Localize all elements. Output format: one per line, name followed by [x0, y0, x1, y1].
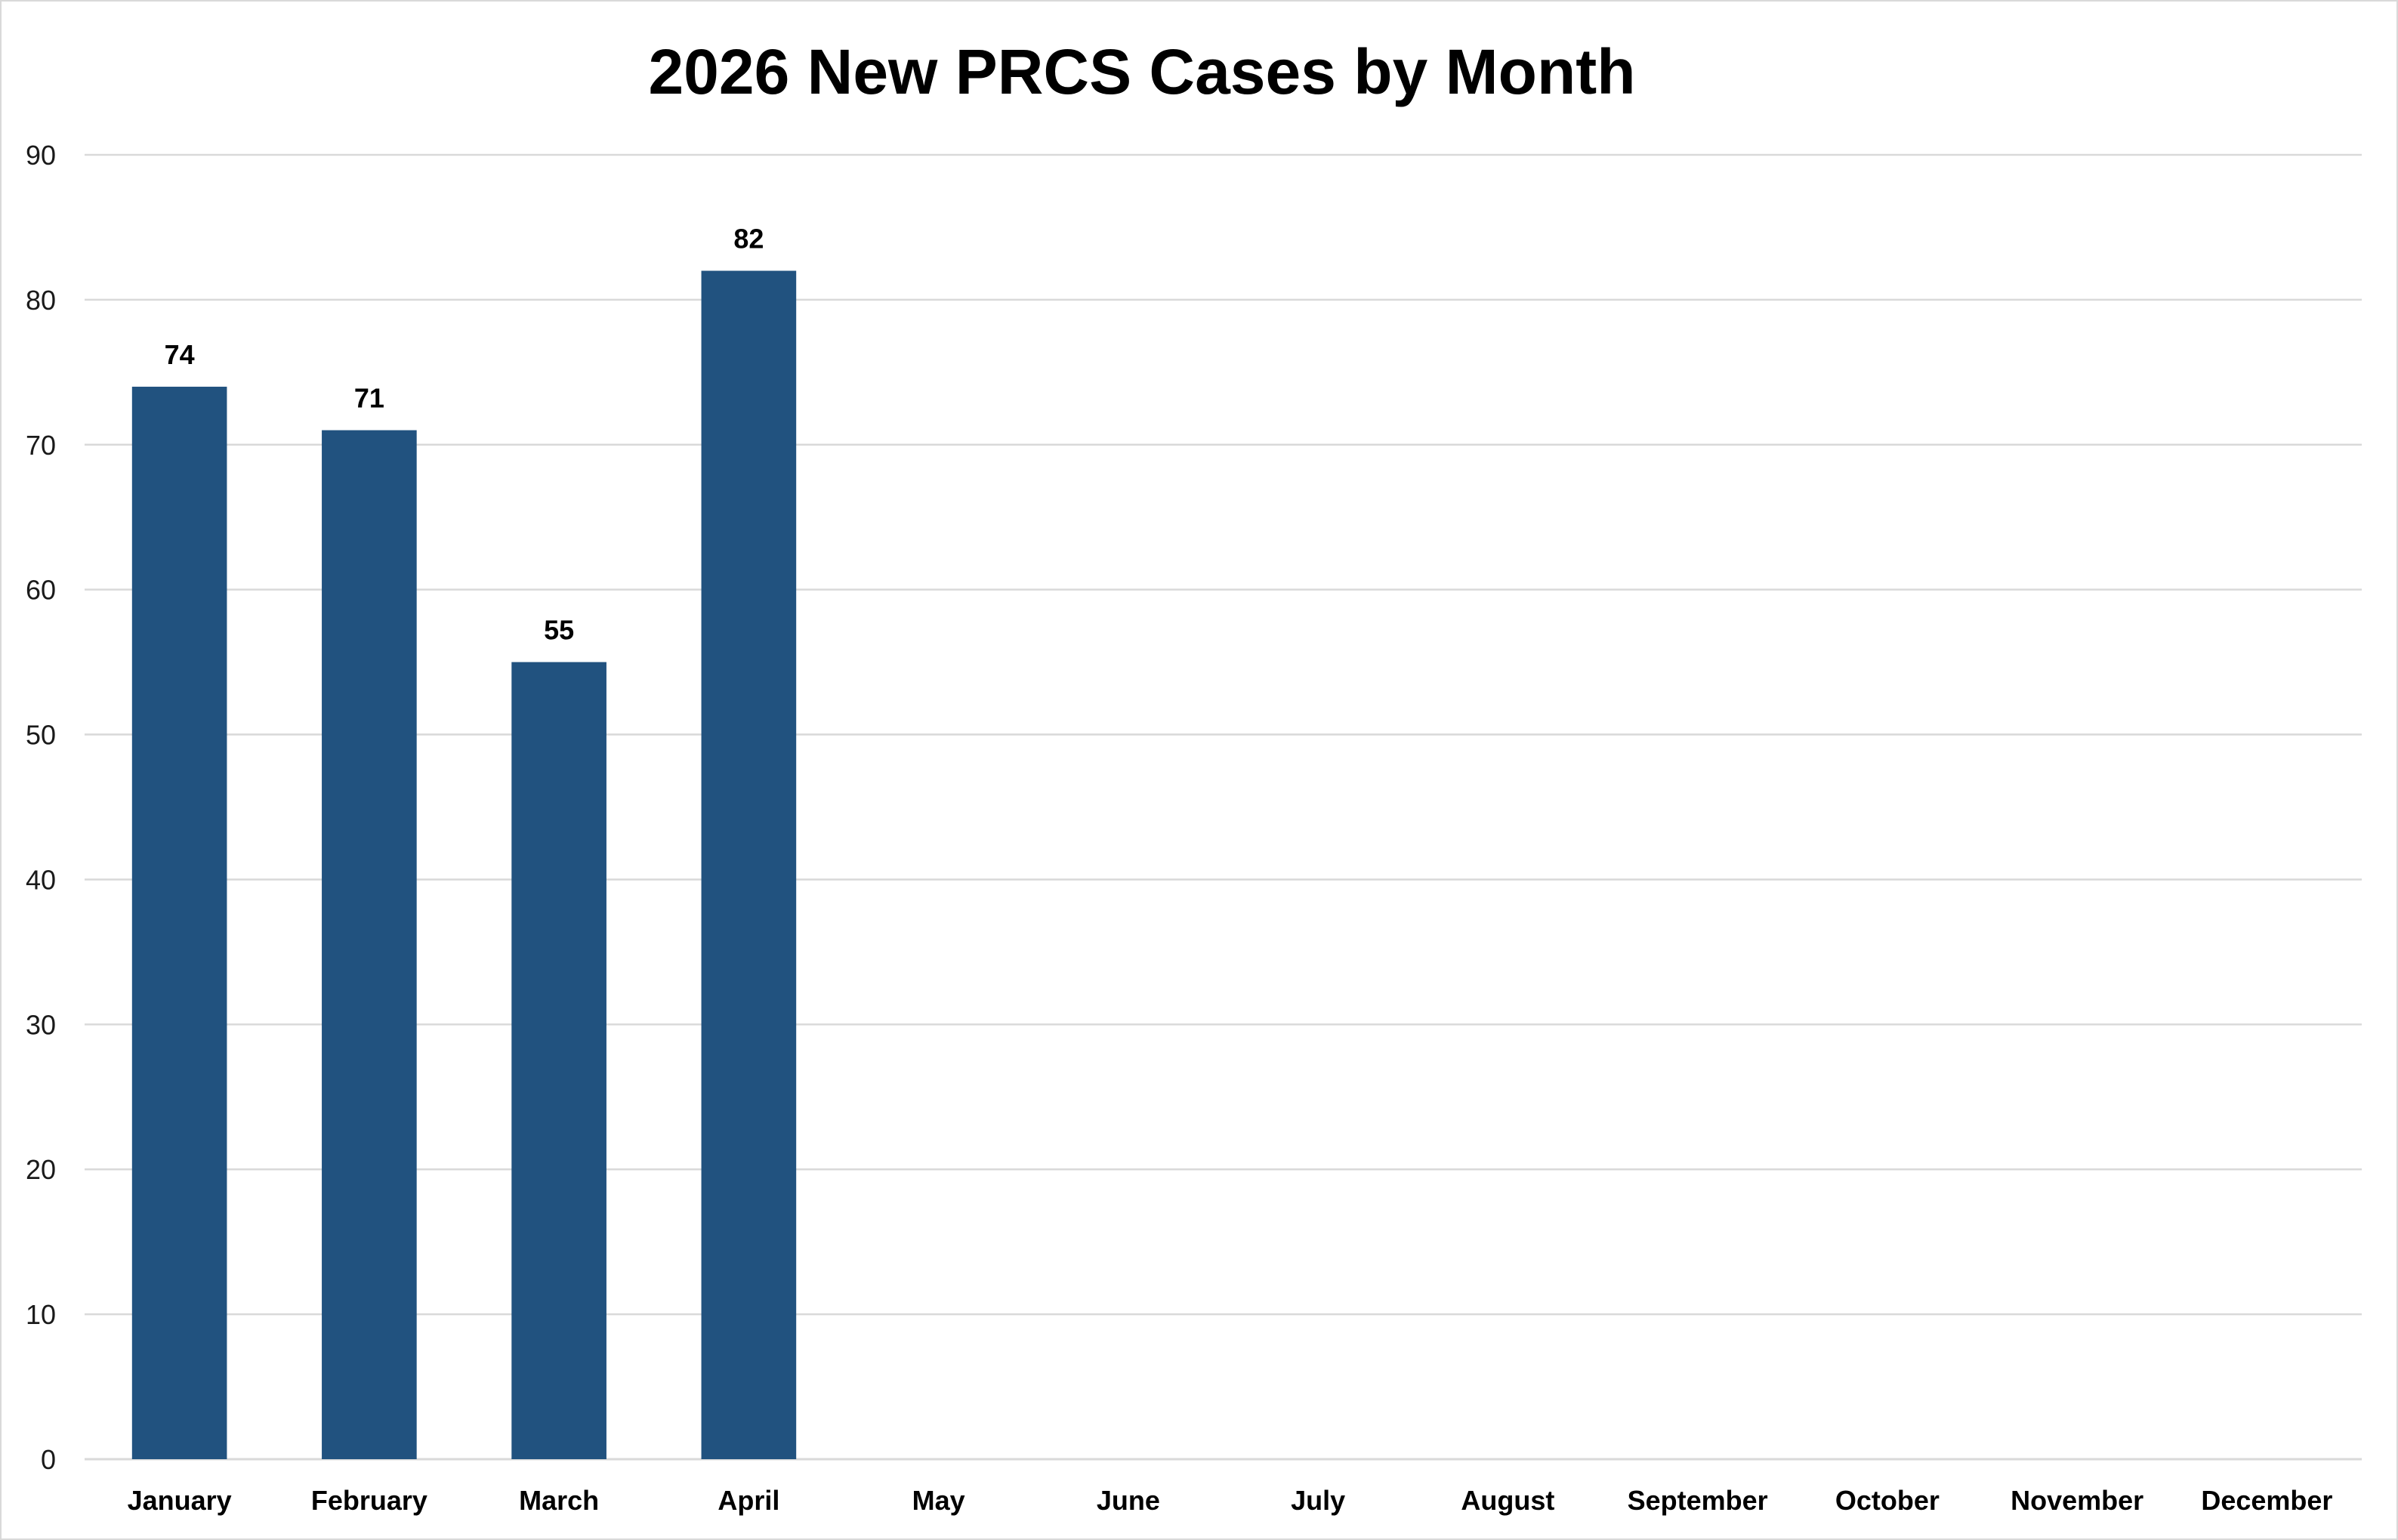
x-tick-label-december: December — [2201, 1485, 2332, 1516]
x-tick-label-february: February — [311, 1485, 427, 1516]
bar-march — [511, 662, 606, 1459]
bars — [131, 270, 797, 1459]
x-axis-ticks: January February March April May June July Augu… — [128, 1485, 2333, 1516]
y-tick-label: 60 — [26, 575, 56, 606]
data-label-march: 55 — [544, 615, 574, 646]
y-tick-label: 90 — [26, 140, 56, 171]
x-tick-label-october: October — [1835, 1485, 1940, 1516]
data-label-february: 71 — [354, 383, 384, 414]
y-tick-label: 10 — [26, 1299, 56, 1330]
bar-february — [322, 430, 417, 1459]
x-tick-label-may: May — [912, 1485, 965, 1516]
x-tick-label-august: August — [1461, 1485, 1554, 1516]
y-tick-label: 40 — [26, 864, 56, 895]
y-tick-label: 20 — [26, 1154, 56, 1185]
y-tick-label: 80 — [26, 285, 56, 316]
y-tick-label: 0 — [41, 1444, 56, 1475]
x-tick-label-april: April — [718, 1485, 779, 1516]
data-label-january: 74 — [165, 339, 195, 370]
x-tick-label-july: July — [1291, 1485, 1345, 1516]
y-tick-label: 70 — [26, 430, 56, 461]
y-tick-label: 30 — [26, 1009, 56, 1040]
y-tick-label: 50 — [26, 720, 56, 751]
x-tick-label-june: June — [1097, 1485, 1160, 1516]
data-label-april: 82 — [733, 224, 764, 255]
y-axis-ticks: 0 10 20 30 40 50 60 70 80 90 — [26, 140, 56, 1475]
data-labels: 74 71 55 82 — [165, 224, 764, 646]
x-tick-label-march: March — [519, 1485, 599, 1516]
x-tick-label-september: September — [1628, 1485, 1768, 1516]
x-tick-label-november: November — [2011, 1485, 2143, 1516]
x-tick-label-january: January — [128, 1485, 232, 1516]
bar-january — [131, 387, 227, 1459]
bar-april — [701, 270, 797, 1459]
chart-title: 2026 New PRCS Cases by Month — [648, 36, 1635, 107]
gridlines — [85, 153, 2362, 1461]
